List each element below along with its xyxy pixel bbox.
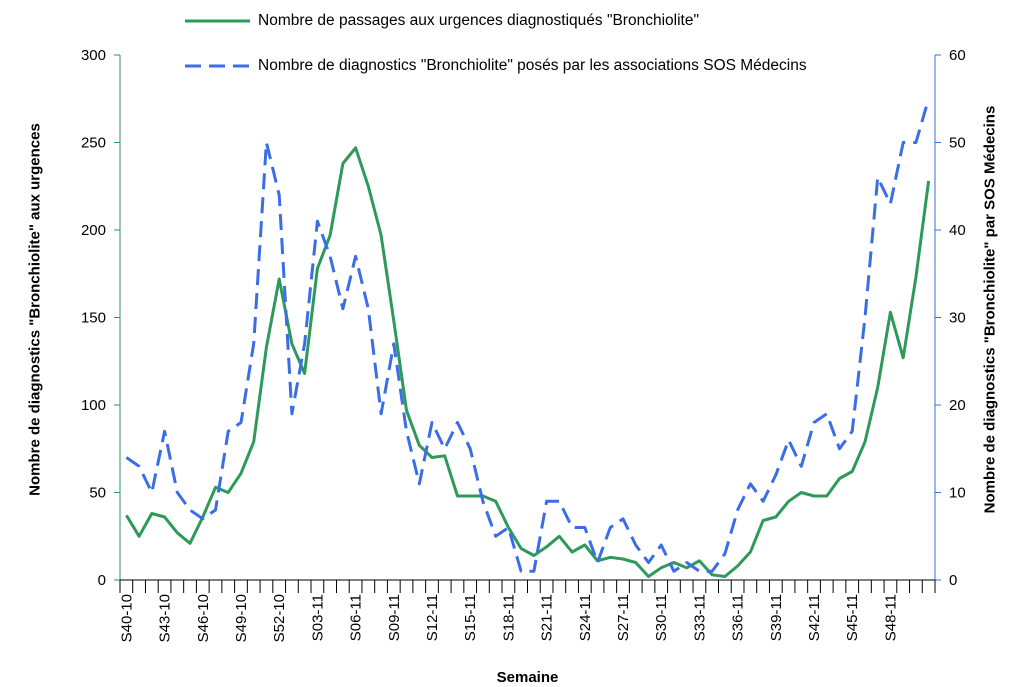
x-tick-label: S09-11 <box>386 594 403 641</box>
x-tick-label: S39-11 <box>768 594 785 641</box>
x-tick-label: S27-11 <box>615 594 632 641</box>
y2-axis-title: Nombre de diagnostics "Bronchiolite" par… <box>981 105 999 514</box>
y-tick-label: 50 <box>89 485 106 502</box>
x-tick-label: S48-11 <box>882 594 899 641</box>
y-tick-label: 250 <box>81 135 106 152</box>
y2-tick-label: 30 <box>949 310 966 327</box>
x-axis-title: Semaine <box>497 669 559 686</box>
x-tick-label: S36-11 <box>730 594 747 641</box>
legend-label: Nombre de passages aux urgences diagnost… <box>258 12 699 29</box>
x-tick-label: S15-11 <box>462 594 479 641</box>
y-tick-label: 0 <box>98 572 106 589</box>
x-tick-label: S24-11 <box>577 594 594 641</box>
x-tick-label: S33-11 <box>691 594 708 641</box>
x-tick-label: S30-11 <box>653 594 670 641</box>
x-tick-label: S03-11 <box>309 594 326 641</box>
legend-label: Nombre de diagnostics "Bronchiolite" pos… <box>258 57 807 74</box>
y2-tick-label: 20 <box>949 397 966 414</box>
y2-tick-label: 10 <box>949 485 966 502</box>
y2-tick-label: 40 <box>949 222 966 239</box>
x-tick-label: S46-10 <box>195 594 212 642</box>
x-tick-label: S12-11 <box>424 594 441 641</box>
x-tick-label: S21-11 <box>539 594 556 641</box>
y2-tick-label: 50 <box>949 135 966 152</box>
x-tick-label: S49-10 <box>233 594 250 642</box>
y-tick-label: 100 <box>81 397 106 414</box>
x-tick-label: S40-10 <box>118 594 135 642</box>
y2-tick-label: 0 <box>949 572 957 589</box>
x-tick-label: S06-11 <box>348 594 365 641</box>
x-tick-label: S52-10 <box>271 594 288 642</box>
data-line <box>125 146 931 578</box>
x-tick-label: S18-11 <box>500 594 517 641</box>
x-tick-label: S43-10 <box>157 594 174 642</box>
x-tick-label: S42-11 <box>806 594 823 641</box>
y-tick-label: 200 <box>81 222 106 239</box>
x-tick-label: S45-11 <box>844 594 861 641</box>
data-line <box>125 98 931 573</box>
y-tick-label: 150 <box>81 310 106 327</box>
y-axis-title: Nombre de diagnostics "Bronchiolite" aux… <box>26 123 44 496</box>
y2-tick-label: 60 <box>949 47 966 64</box>
y-tick-label: 300 <box>81 47 106 64</box>
